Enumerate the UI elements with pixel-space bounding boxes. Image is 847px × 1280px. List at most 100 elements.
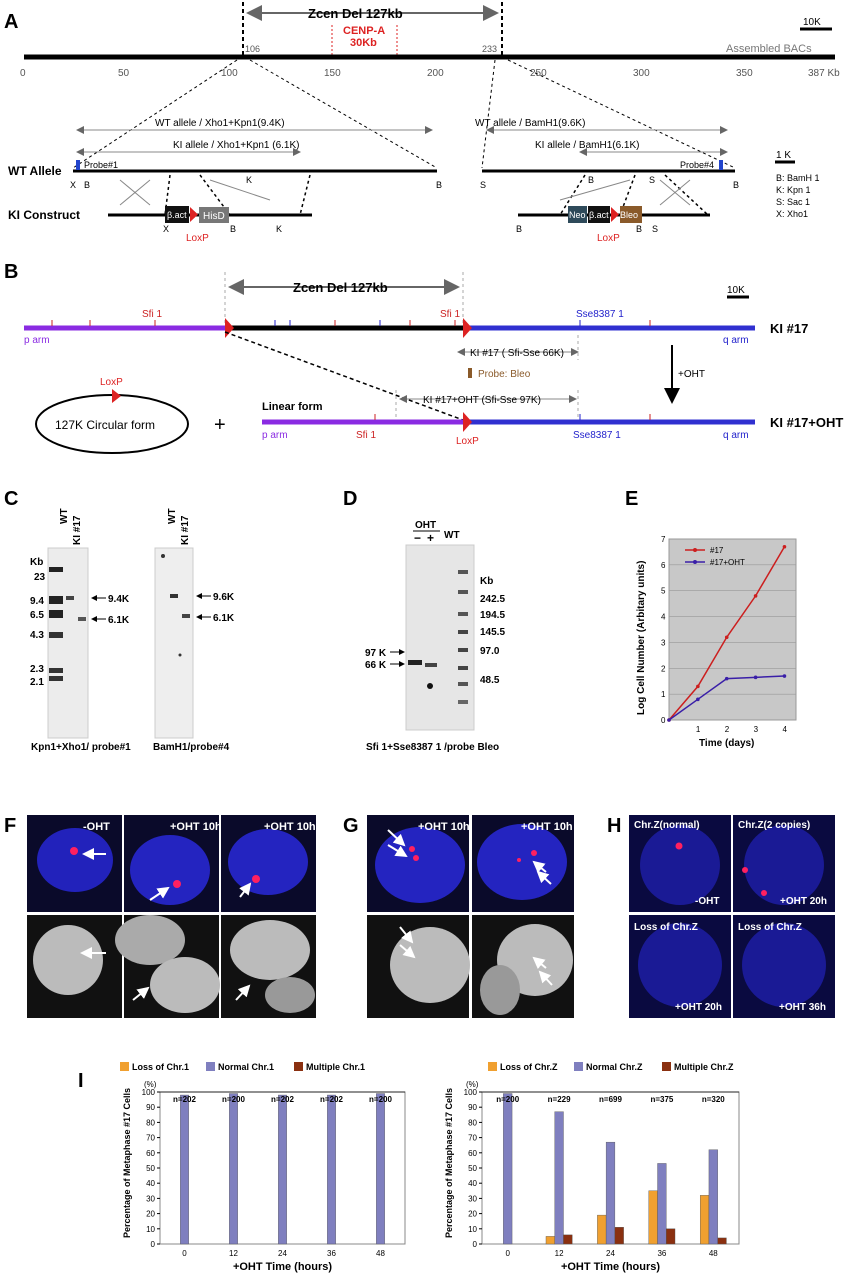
e-ytick-label: 5	[661, 587, 666, 596]
i-legend-label: Multiple Chr.Z	[674, 1062, 734, 1072]
scale-10k-a: 10K	[803, 17, 821, 28]
i-legend-label: Loss of Chr.Z	[500, 1062, 558, 1072]
i-n-label: n=320	[702, 1095, 725, 1104]
oht-minus: −	[414, 531, 421, 545]
a-tick: 387 Kb	[808, 68, 840, 79]
site-k: K	[276, 224, 282, 234]
legend-b: B: BamH 1	[776, 173, 820, 183]
panel-d: D OHT − + WT Kb 242.5 194.5 145.5 97.0 4…	[343, 488, 505, 753]
probe4-mark	[719, 160, 723, 170]
legend-k: K: Kpn 1	[776, 185, 811, 195]
site-b: B	[436, 180, 442, 190]
i-bar-loss	[699, 1195, 710, 1245]
kb-c: Kb	[30, 557, 43, 568]
i-unit: (%)	[466, 1080, 479, 1089]
i-chart-left: 0 10 20 30 40 50 60 70 80 90 100(%) 0 n=202 12 n=200 24…	[120, 1062, 406, 1273]
k66-label: 66 K	[365, 660, 387, 671]
i-legend-swatch	[662, 1062, 671, 1071]
band-96k: 9.6K	[213, 592, 235, 603]
site-s: S	[652, 224, 658, 234]
i-n-label: n=202	[271, 1095, 294, 1104]
i-ytick-label: 90	[468, 1103, 477, 1112]
i-n-label: n=229	[548, 1095, 571, 1104]
ki-bam-label: KI allele / BamH1(6.1K)	[535, 140, 640, 151]
i-ylabel: Percentage of Metaphase #17 Cells	[444, 1088, 454, 1238]
band-61k-c2: 6.1K	[213, 613, 235, 624]
i-bar-multiple	[666, 1228, 676, 1245]
hisd-label: HisD	[203, 211, 225, 222]
p-arm-label-top: p arm	[24, 335, 50, 346]
cenpa-size: 30Kb	[350, 37, 377, 49]
lane-wt-c1: WT	[59, 508, 70, 524]
ki17oht-label: KI #17+OHT	[770, 415, 843, 430]
pos-233: 233	[482, 44, 497, 54]
a-tick: 200	[427, 68, 444, 79]
marker-d: 242.5	[480, 594, 505, 605]
e-xtick-label: 4	[782, 725, 787, 734]
h-label-4: Loss of Chr.Z	[738, 922, 802, 933]
i-ytick-label: 100	[464, 1088, 478, 1097]
a-tick: 150	[324, 68, 341, 79]
marker-c: 23	[34, 572, 46, 583]
i-bar-normal	[605, 1141, 616, 1245]
scale-1k: 1 K	[776, 150, 791, 161]
e-ytick-label: 7	[661, 535, 666, 544]
e-series-lines	[667, 544, 787, 722]
i-bar-multiple	[717, 1237, 727, 1245]
marker-c: 2.3	[30, 664, 44, 675]
sfi1-label-top-right: Sfi 1	[440, 309, 460, 320]
i-ytick-label: 100	[142, 1088, 156, 1097]
e-data-point	[696, 697, 700, 702]
wt-allele-label: WT Allele	[8, 164, 62, 178]
f-label-2: +OHT 10h	[170, 821, 222, 833]
i-ytick-label: 60	[468, 1149, 477, 1158]
zcen-label-b: Zcen Del 127kb	[293, 280, 388, 295]
i-legend-swatch	[120, 1062, 129, 1071]
blot-c2	[154, 547, 194, 739]
loxp-label-a1: LoxP	[186, 233, 209, 244]
i-bar-loss	[545, 1236, 555, 1245]
e-ytick-label: 4	[661, 613, 666, 622]
i-legend-label: Loss of Chr.1	[132, 1062, 189, 1072]
i-xtick-label: 12	[229, 1249, 238, 1258]
lane-wt-c2: WT	[167, 508, 178, 524]
band-94k: 9.4K	[108, 594, 130, 605]
i-bar-multiple	[614, 1227, 624, 1245]
bact-cassette-left: β.act HisD	[165, 206, 229, 223]
marker-c: 6.5	[30, 610, 44, 621]
e-xtick-label: 3	[754, 725, 759, 734]
g-label-2: +OHT 10h	[521, 821, 573, 833]
i-ytick-label: 60	[146, 1149, 155, 1158]
i-ytick-label: 10	[468, 1225, 477, 1234]
a-axis-ticks: 0 50 100 150 200 250 300 350 387 Kb	[20, 68, 840, 79]
site-b: B	[636, 224, 642, 234]
ki17-label: KI #17	[770, 321, 808, 336]
i-bar-normal	[278, 1094, 287, 1245]
bact-label: β.act	[167, 210, 187, 220]
i-n-label: n=200	[369, 1095, 392, 1104]
panel-d-letter: D	[343, 488, 357, 510]
i-bar-normal	[229, 1093, 238, 1245]
i-ytick-label: 70	[468, 1134, 477, 1143]
i-ytick-label: 40	[146, 1179, 155, 1188]
i-xtick-label: 48	[709, 1249, 718, 1258]
e-ytick-label: 0	[661, 716, 666, 725]
panel-c: C WT KI #17 WT KI #17 Kb 23 9.4 6.5 4.3 …	[4, 488, 235, 753]
sse-label-bottom: Sse8387 1	[573, 430, 621, 441]
e-xtick-label: 2	[725, 725, 730, 734]
i-ylabel: Percentage of Metaphase #17 Cells	[122, 1088, 132, 1238]
plus-sign: +	[214, 414, 226, 436]
sfi1-label-top-left: Sfi 1	[142, 309, 162, 320]
a-tick: 0	[20, 68, 26, 79]
i-ytick-label: 0	[151, 1240, 156, 1249]
lane-ki17-c1: KI #17	[72, 515, 83, 545]
probe1-label: Probe#1	[84, 160, 118, 170]
p-arm-label-bottom: p arm	[262, 430, 288, 441]
probe4-label: Probe#4	[680, 160, 714, 170]
e-data-point	[782, 544, 787, 549]
caption-c2: BamH1/probe#4	[153, 742, 230, 753]
a-tick: 100	[221, 68, 238, 79]
panel-e-letter: E	[625, 488, 638, 510]
